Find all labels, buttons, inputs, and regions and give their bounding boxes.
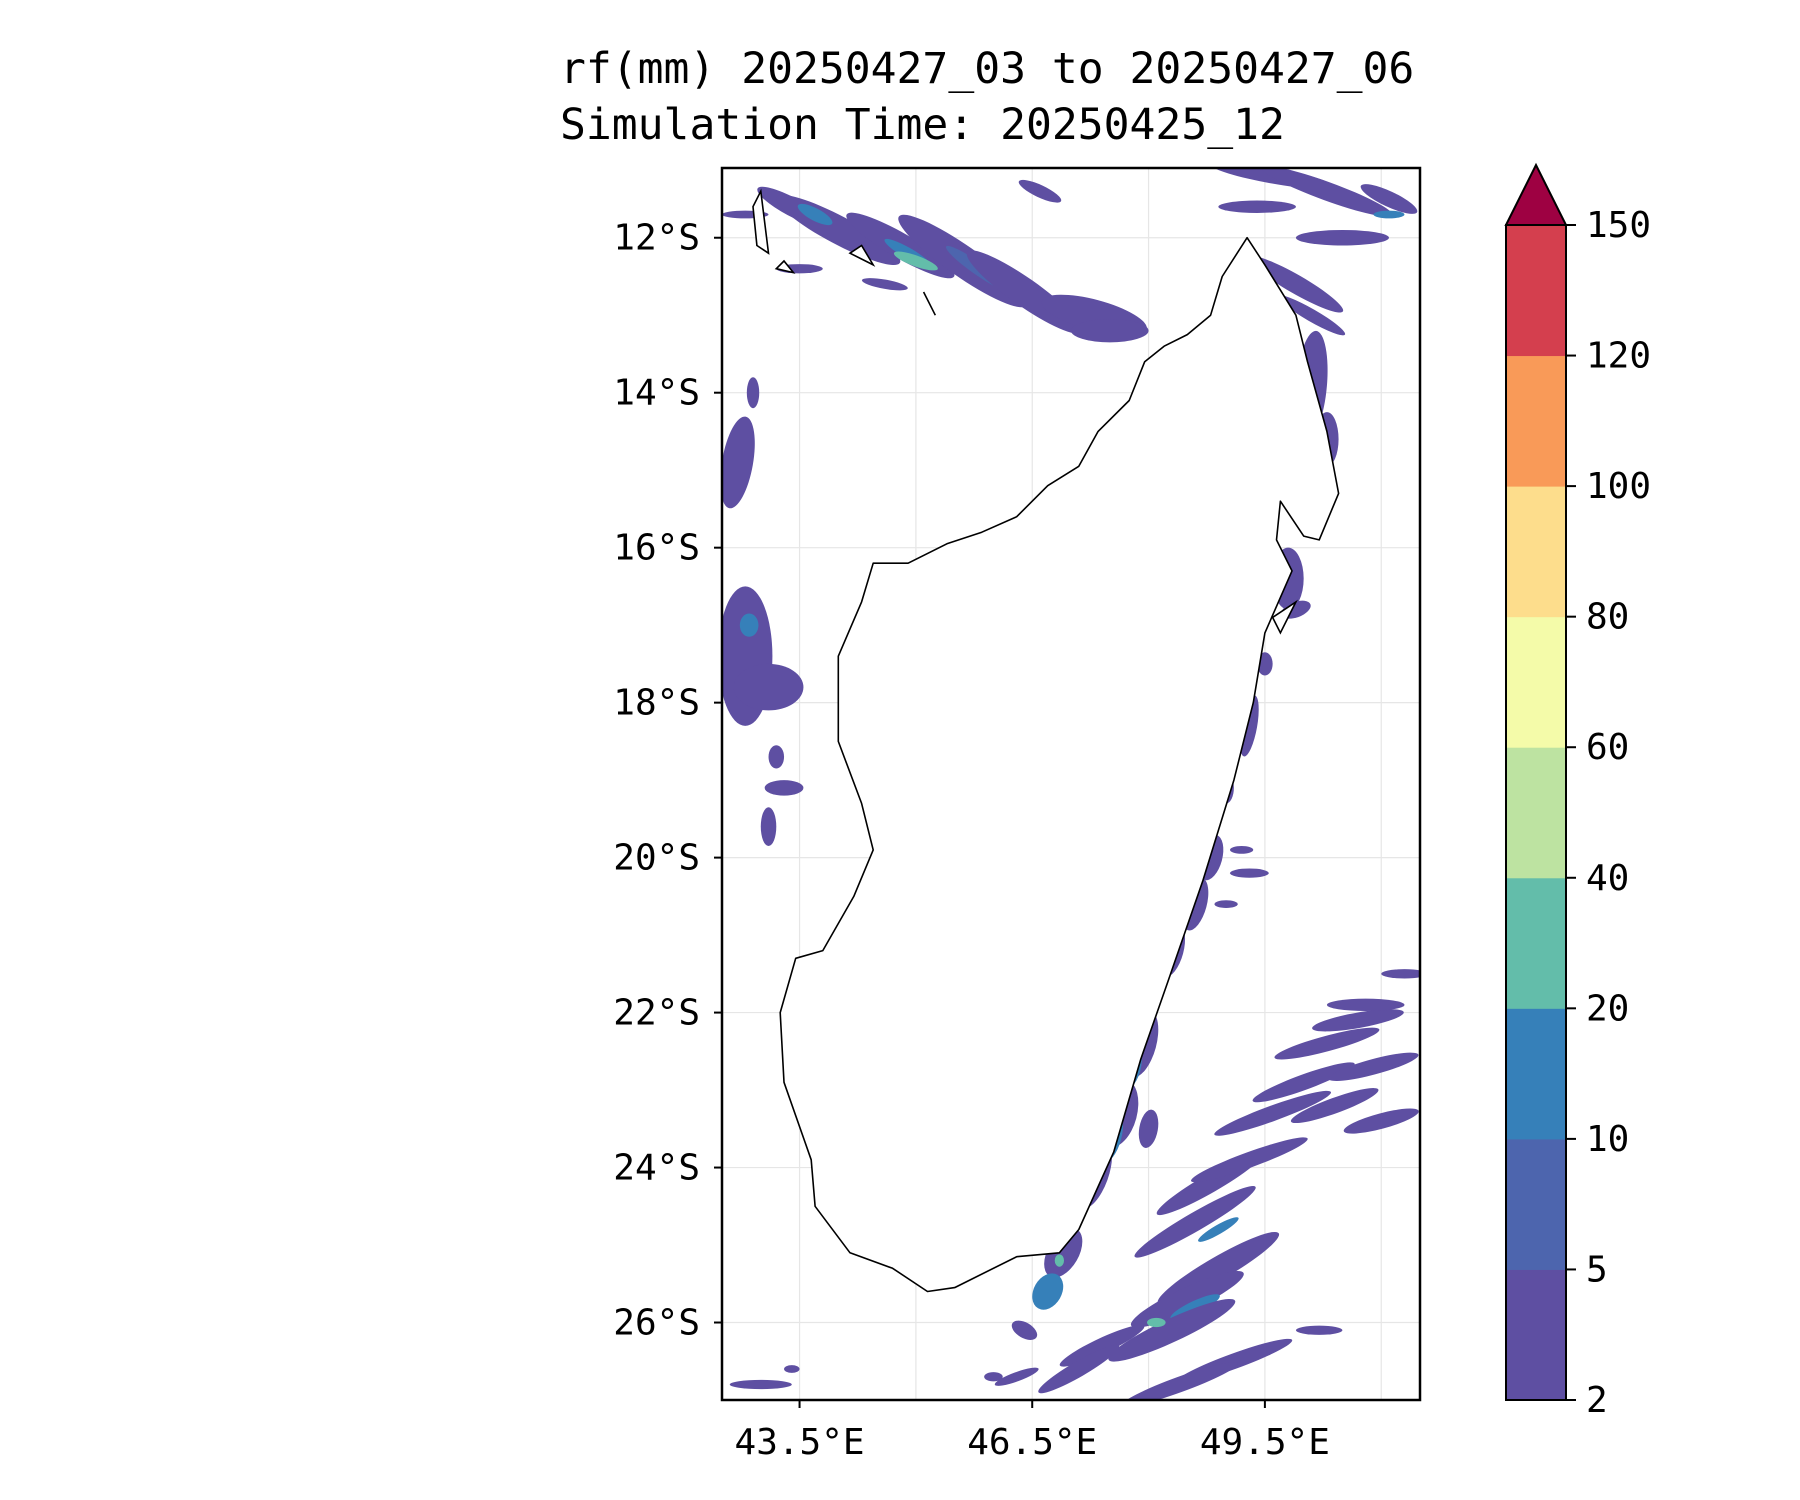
rain-cell-78 [1326,998,1405,1012]
rain-cell-72 [1252,1062,1355,1103]
colorbar-tick-label: 2 [1586,1380,1608,1421]
rain-cell-66 [1059,1324,1145,1367]
colorbar-extend-arrow [1504,162,1568,226]
rain-cell-75 [1328,1052,1419,1081]
island-outline-4 [1271,599,1298,635]
rain-cell-42 [1229,868,1269,878]
rain-cell-62 [1130,1271,1244,1328]
rain-cell-10 [1071,319,1149,343]
rain-cell-2 [797,203,833,226]
rain-cell-56 [984,1372,1003,1382]
lat-tick-label: 26°S [613,1303,700,1344]
rain-cell-70 [1191,1137,1308,1183]
rain-cell-64 [1108,1298,1236,1362]
lat-tick-label: 20°S [613,838,700,879]
colorbar: 2 5 10 20 40 60 80 100 120 150 [1504,162,1651,1421]
rain-cell-74 [1312,1009,1404,1032]
rain-cell-71 [1214,1090,1332,1136]
colorbar-segment-0 [1506,1269,1566,1401]
rain-cell-22 [1277,295,1346,336]
rain-cell-33 [768,745,785,769]
rain-cell-79 [1381,969,1420,979]
colorbar-tick-label: 150 [1586,205,1651,246]
rain-cell-82 [784,1365,800,1373]
rain-cell-32 [760,807,777,846]
rain-cell-53 [1054,1254,1065,1267]
colorbar-segment-2 [1506,1008,1566,1140]
island-outline-3 [922,291,937,316]
lat-tick-label: 16°S [613,528,700,569]
rain-cell-21 [1248,255,1344,313]
colorbar-tick-label: 20 [1586,988,1629,1029]
rain-cell-7 [893,251,938,271]
rain-cell-59 [1134,1185,1256,1258]
axis-ticks: 12°S 14°S 16°S 18°S 20°S 22°S 24°S 26°S 43.5°E 46… [613,218,1330,1463]
colorbar-segment-3 [1506,877,1566,1009]
rain-cell-20 [1373,210,1405,219]
colorbar-tick-label: 60 [1586,727,1629,768]
colorbar-tick-label: 5 [1586,1249,1608,1290]
island-outline-0 [752,188,770,255]
rain-cell-27 [746,377,760,409]
rain-cell-37 [1240,695,1259,757]
rain-cell-77 [1343,1108,1419,1134]
colorbar-segment-1 [1506,1138,1566,1270]
lat-tick-label: 18°S [613,683,700,724]
map-frame [720,166,1422,1402]
rain-cell-30 [739,613,759,637]
lat-tick-label: 24°S [613,1148,700,1189]
lon-tick-label: 49.5°E [1200,1422,1330,1463]
lat-tick-label: 22°S [613,993,700,1034]
colorbar-frame [1505,224,1567,1401]
lat-tick-label: 12°S [613,218,700,259]
colorbar-tick-label: 10 [1586,1119,1629,1160]
colorbar-segment-4 [1506,747,1566,879]
colorbar-segment-7 [1506,355,1566,487]
island-outline-2 [848,244,876,267]
island-outline-1 [774,259,796,274]
lon-tick-label: 46.5°E [967,1422,1097,1463]
rain-cell-44 [1214,900,1238,908]
rain-cell-65 [1147,1317,1166,1328]
rain-cell-19 [1360,184,1418,214]
colorbar-tick-label: 40 [1586,858,1629,899]
rain-cell-31 [764,780,804,796]
colorbar-tick-label: 100 [1586,466,1651,507]
rain-cell-73 [1274,1027,1380,1060]
rain-cell-81 [729,1379,792,1390]
rain-cell-60 [1198,1217,1239,1242]
rain-cell-69 [1121,1362,1238,1400]
rain-cell-54 [1032,1273,1064,1310]
lon-tick-label: 43.5°E [735,1422,865,1463]
colorbar-segment-5 [1506,616,1566,748]
madagascar-coastline [779,236,1340,1293]
rain-cell-29 [733,663,804,711]
colorbar-tick-label: 80 [1586,597,1629,638]
lat-tick-label: 14°S [613,373,700,414]
rain-cell-14 [1018,179,1062,203]
rain-cell-43 [1229,845,1254,854]
rain-cell-17 [1218,200,1296,213]
rain-cell-16 [1261,168,1393,217]
colorbar-tick-label: 120 [1586,336,1651,377]
colorbar-segment-6 [1506,486,1566,618]
rain-cell-67 [1038,1344,1120,1394]
rain-cell-83 [994,1367,1039,1386]
rain-cell-13 [861,278,908,291]
coastline [752,188,1340,1293]
rain-cell-55 [1011,1320,1038,1340]
rain-cell-57 [1138,1109,1159,1148]
rain-cell-80 [1295,1325,1343,1335]
rain-cell-76 [1290,1088,1379,1124]
rain-cell-8 [966,250,1083,334]
rain-cell-18 [1295,229,1389,246]
rain-cell-26 [722,416,755,509]
colorbar-segment-8 [1506,225,1566,357]
